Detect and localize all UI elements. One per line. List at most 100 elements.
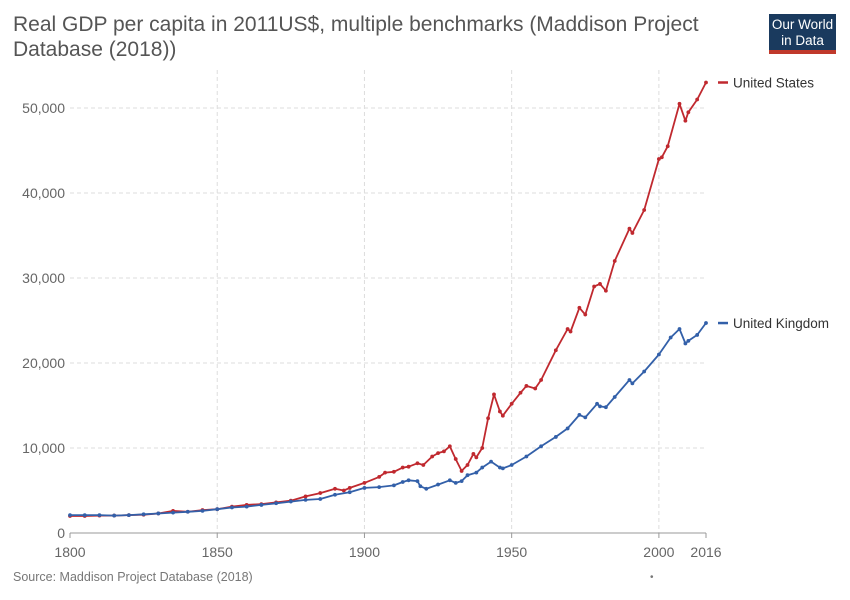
data-point <box>333 492 337 497</box>
data-point <box>500 413 505 418</box>
data-point <box>583 415 588 420</box>
data-point <box>656 352 661 357</box>
y-tick-label: 50,000 <box>22 100 65 116</box>
data-point <box>447 478 452 483</box>
data-point <box>577 412 582 417</box>
data-point <box>112 513 117 518</box>
data-point <box>171 510 175 515</box>
gridlines <box>70 70 706 533</box>
data-point <box>97 513 102 518</box>
series-united-states <box>68 80 708 518</box>
data-point <box>442 449 446 454</box>
data-point <box>303 497 308 502</box>
data-point <box>603 288 608 293</box>
data-point <box>524 454 529 459</box>
data-point <box>185 509 190 514</box>
data-point <box>612 259 617 263</box>
data-point <box>704 80 708 85</box>
data-point <box>391 469 396 474</box>
data-point <box>459 469 464 473</box>
data-point <box>497 465 502 470</box>
x-axis-ticks: 1800 1850 1900 1950 2000 2016 <box>54 532 722 560</box>
data-point <box>686 339 691 343</box>
data-point <box>486 416 491 421</box>
data-point <box>695 97 700 102</box>
y-tick-label: 20,000 <box>22 355 65 371</box>
data-point <box>156 511 161 516</box>
data-point <box>471 452 476 456</box>
x-tick-label: 1900 <box>349 544 380 560</box>
data-point <box>665 144 670 149</box>
data-point <box>453 457 458 461</box>
data-point <box>668 335 673 340</box>
data-point <box>415 479 420 484</box>
series-line-united-states <box>70 82 707 517</box>
data-point <box>126 513 131 518</box>
data-point <box>215 507 220 512</box>
data-point <box>244 504 249 509</box>
data-point <box>480 465 485 470</box>
y-tick-label: 40,000 <box>22 185 65 201</box>
data-point <box>553 348 558 353</box>
x-tick-label: 1950 <box>496 544 527 560</box>
data-point <box>695 333 700 337</box>
logo-line-2: in Data <box>781 33 824 48</box>
x-tick-label: 1800 <box>54 544 85 560</box>
data-point <box>377 485 382 489</box>
data-point <box>424 486 429 491</box>
data-point <box>539 444 544 449</box>
data-point <box>400 480 405 484</box>
data-point <box>627 226 632 231</box>
y-tick-label: 0 <box>57 525 65 541</box>
owid-logo[interactable]: Our World in Data <box>769 14 836 54</box>
data-point <box>480 446 485 450</box>
data-point <box>656 157 661 161</box>
data-point <box>683 118 688 123</box>
data-point <box>509 401 514 406</box>
data-point <box>362 480 367 485</box>
data-point <box>677 327 682 331</box>
data-point <box>406 478 411 483</box>
data-point <box>274 501 279 506</box>
data-point <box>539 378 544 382</box>
data-point <box>577 305 582 310</box>
data-point <box>430 454 435 459</box>
data-point <box>677 101 682 106</box>
series-line-united-kingdom <box>70 322 707 517</box>
data-point <box>630 231 635 235</box>
y-tick-label: 10,000 <box>22 440 65 456</box>
data-point <box>683 341 688 346</box>
data-point <box>383 470 387 475</box>
data-point <box>400 465 405 470</box>
data-point <box>303 494 308 499</box>
data-point <box>598 404 602 409</box>
legend: United States United Kingdom <box>718 76 829 331</box>
series-lines <box>68 80 708 518</box>
data-point <box>489 459 493 464</box>
data-point <box>347 486 352 490</box>
data-point <box>465 473 470 478</box>
data-point <box>583 312 588 317</box>
data-point <box>347 490 352 495</box>
data-point <box>686 110 691 115</box>
data-point <box>568 329 573 334</box>
data-point <box>565 327 570 331</box>
data-point <box>318 491 323 495</box>
data-point <box>553 435 558 439</box>
data-point <box>82 513 87 518</box>
data-point <box>627 378 632 382</box>
data-point <box>341 488 346 493</box>
y-axis-ticks: 0 10,000 20,000 30,000 40,000 50,000 <box>22 100 65 541</box>
series-united-kingdom <box>68 321 708 518</box>
data-point <box>391 483 396 488</box>
data-point <box>500 466 505 471</box>
chart-title: Real GDP per capita in 2011US$, multiple… <box>13 13 699 61</box>
logo-line-1: Our World <box>771 17 834 32</box>
footnote-mark: • <box>650 572 654 583</box>
data-point <box>453 480 458 485</box>
data-point <box>704 321 708 325</box>
data-point <box>406 464 411 469</box>
data-point <box>509 463 514 467</box>
y-tick-label: 30,000 <box>22 270 65 286</box>
